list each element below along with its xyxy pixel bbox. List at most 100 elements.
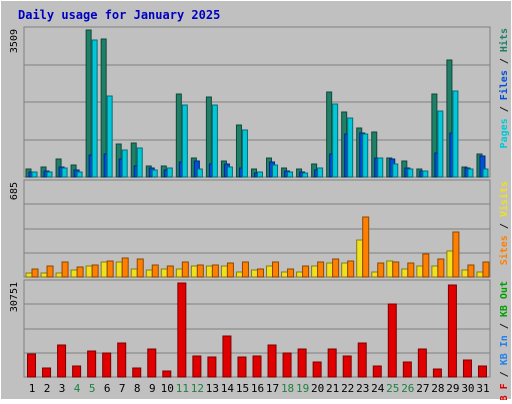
bar-pages-day-9	[151, 169, 158, 178]
bar-sites-day-7	[121, 257, 129, 278]
bar-visits-day-16	[250, 269, 258, 278]
bar-kb-f-day-3	[57, 344, 67, 378]
bar-kb-f-day-5	[87, 350, 97, 378]
bar-kb-f-day-8	[132, 367, 142, 378]
bar-visits-day-2	[40, 272, 48, 278]
bar-kb-f-day-10	[162, 370, 172, 378]
panel-legend: KB F / KB In / KB Out	[499, 281, 510, 400]
bar-kb-f-day-17	[267, 344, 277, 378]
bar-kb-f-day-29	[447, 284, 457, 378]
bar-pages-day-1	[31, 171, 38, 178]
bar-visits-day-5	[85, 265, 93, 278]
bar-kb-f-day-31	[477, 365, 487, 378]
bar-kb-f-day-26	[402, 361, 412, 378]
bar-visits-day-6	[100, 261, 108, 278]
x-tick-label-day-15: 15	[236, 382, 249, 395]
bar-kb-f-day-18	[282, 352, 292, 378]
bar-sites-day-28	[437, 258, 445, 278]
bar-pages-day-25	[392, 163, 399, 178]
bar-kb-f-day-11	[177, 282, 187, 378]
bar-pages-day-31	[482, 168, 489, 178]
bar-pages-day-19	[302, 172, 309, 178]
bar-sites-day-4	[76, 266, 84, 278]
bar-pages-day-5	[91, 39, 98, 178]
bar-visits-day-10	[160, 268, 168, 278]
bar-visits-day-31	[476, 271, 484, 278]
bar-pages-day-17	[272, 164, 279, 178]
x-tick-label-day-27: 27	[416, 382, 429, 395]
bar-visits-day-27	[416, 265, 424, 278]
x-tick-label-day-7: 7	[119, 382, 126, 395]
x-tick-label-day-17: 17	[266, 382, 279, 395]
bar-sites-day-25	[392, 261, 400, 278]
bar-sites-day-29	[452, 231, 460, 278]
panel-middle: 685 Sites / Visits	[9, 179, 510, 278]
bar-kb-f-day-24	[372, 365, 382, 378]
bar-visits-day-26	[401, 268, 409, 278]
bar-sites-day-13	[211, 264, 219, 278]
bar-visits-day-24	[371, 271, 379, 278]
bar-pages-day-6	[106, 95, 113, 178]
panel-max-label: 30751	[9, 282, 20, 312]
bar-kb-f-day-2	[42, 367, 52, 378]
bar-sites-day-17	[272, 261, 280, 278]
bar-sites-day-6	[106, 260, 114, 278]
bar-sites-day-18	[287, 268, 295, 278]
bar-kb-f-day-9	[147, 348, 157, 378]
bar-sites-day-27	[422, 253, 430, 278]
bar-pages-day-28	[437, 110, 444, 178]
bar-kb-f-day-20	[312, 361, 322, 378]
bar-visits-day-4	[70, 269, 78, 278]
bar-sites-day-8	[136, 258, 144, 278]
bar-visits-day-21	[326, 262, 334, 278]
x-tick-label-day-20: 20	[311, 382, 324, 395]
x-tick-label-day-1: 1	[29, 382, 36, 395]
bar-kb-f-day-15	[237, 356, 247, 378]
bar-kb-f-day-4	[72, 365, 82, 378]
bar-kb-f-day-14	[222, 335, 232, 378]
bar-visits-day-18	[281, 271, 289, 278]
bar-kb-f-day-25	[387, 303, 397, 378]
bar-pages-day-20	[317, 167, 324, 178]
bar-pages-day-8	[136, 147, 143, 178]
panel-legend: Sites / Visits	[498, 181, 510, 265]
x-tick-label-day-18: 18	[281, 382, 294, 395]
x-tick-label-day-12: 12	[191, 382, 204, 395]
bar-sites-day-19	[302, 265, 310, 278]
bar-sites-day-5	[91, 264, 99, 278]
bar-pages-day-10	[166, 167, 173, 178]
legend-entry: Visits	[498, 181, 510, 217]
panel-max-label: 685	[9, 182, 20, 200]
bar-visits-day-7	[115, 261, 123, 278]
bar-pages-day-7	[121, 149, 128, 178]
legend-entry: KB F	[499, 383, 510, 400]
bar-visits-day-14	[220, 265, 228, 278]
bar-visits-day-11	[175, 268, 183, 278]
legend-entry: /	[499, 217, 510, 235]
bar-sites-day-3	[61, 261, 69, 278]
panel-legend: Pages / Files / Hits	[498, 28, 510, 148]
bar-visits-day-20	[311, 265, 319, 278]
x-tick-label-day-30: 30	[461, 382, 474, 395]
legend-entry: Files	[498, 70, 510, 100]
legend-entry: /	[499, 52, 510, 70]
bar-sites-day-21	[332, 258, 340, 278]
x-tick-label-day-21: 21	[326, 382, 339, 395]
bar-sites-day-2	[46, 265, 54, 278]
bar-sites-day-30	[467, 264, 475, 278]
bar-visits-day-23	[356, 239, 364, 278]
bar-sites-day-20	[317, 261, 325, 278]
x-tick-label-day-28: 28	[431, 382, 444, 395]
x-tick-label-day-11: 11	[176, 382, 189, 395]
x-tick-label-day-5: 5	[89, 382, 96, 395]
bar-sites-day-10	[166, 265, 174, 278]
x-tick-label-day-9: 9	[149, 382, 156, 395]
bar-pages-day-4	[76, 171, 83, 178]
bar-kb-f-day-21	[327, 348, 337, 378]
chart-title: Daily usage for January 2025	[18, 8, 220, 22]
bar-sites-day-26	[407, 262, 415, 278]
bar-visits-day-13	[205, 265, 213, 278]
